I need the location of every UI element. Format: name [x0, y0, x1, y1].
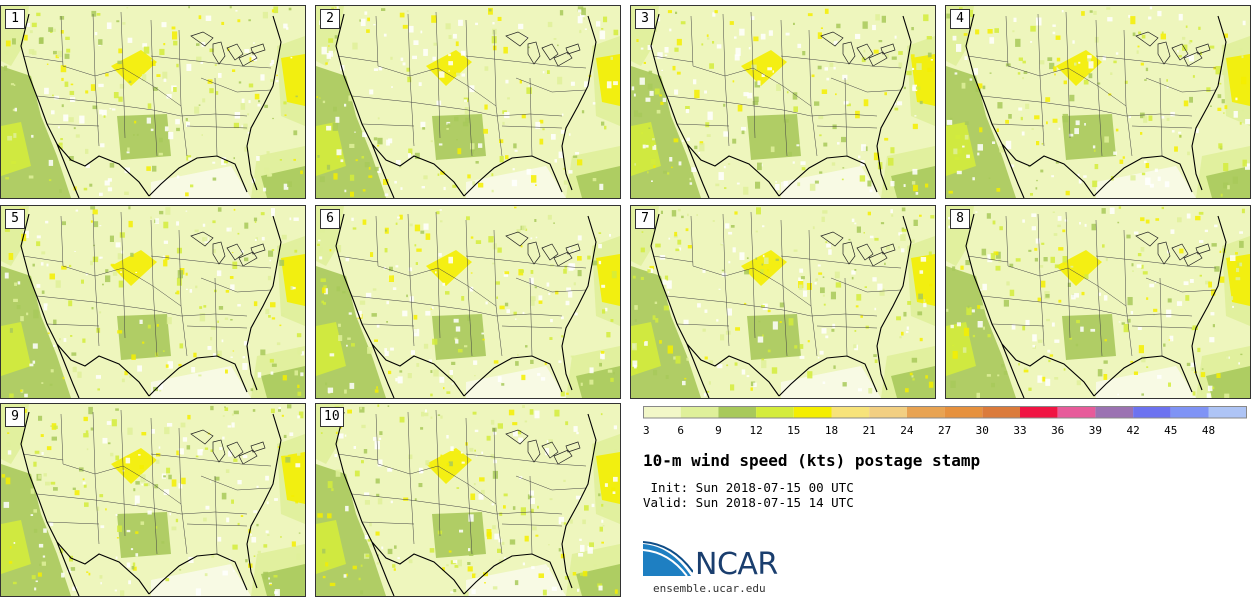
member-number: 1 [5, 9, 25, 29]
colorbar-tick-label: 27 [938, 424, 951, 436]
wind-speed-map [316, 206, 620, 398]
postage-stamp-map[interactable]: 5 [0, 205, 306, 399]
colorbar-tick-label: 21 [863, 424, 876, 436]
member-number: 2 [320, 9, 340, 29]
colorbar-segment [1095, 406, 1134, 418]
ncar-logo[interactable]: NCAR ensemble.ucar.edu [643, 540, 803, 596]
colorbar-segment [756, 406, 794, 418]
wind-speed-map [316, 6, 620, 198]
colorbar-segment [718, 406, 757, 418]
wind-speed-map [631, 6, 935, 198]
postage-stamp-map[interactable]: 8 [945, 205, 1251, 399]
member-number: 3 [635, 9, 655, 29]
colorbar-tick-label: 42 [1126, 424, 1139, 436]
colorbar-tick-label: 6 [677, 424, 684, 436]
colorbar-tick-label: 45 [1164, 424, 1177, 436]
colorbar-tick-label: 36 [1051, 424, 1064, 436]
wind-speed-map [946, 206, 1250, 398]
ncar-swoosh-icon [643, 540, 693, 582]
ncar-wordmark: NCAR [695, 547, 778, 582]
colorbar-tick-label: 30 [976, 424, 989, 436]
colorbar-segment [982, 406, 1020, 418]
member-number: 7 [635, 209, 655, 229]
member-number: 5 [5, 209, 25, 229]
member-number: 6 [320, 209, 340, 229]
colorbar-segment [906, 406, 945, 418]
postage-stamp-map[interactable]: 4 [945, 5, 1251, 199]
wind-speed-map [1, 6, 305, 198]
wind-speed-map [1, 206, 305, 398]
colorbar-segment [831, 406, 870, 418]
colorbar-segment [793, 406, 832, 418]
colorbar-tick-label: 39 [1089, 424, 1102, 436]
colorbar-segment [869, 406, 907, 418]
member-number: 10 [320, 407, 344, 427]
colorbar-tick-label: 33 [1013, 424, 1026, 436]
member-number: 8 [950, 209, 970, 229]
member-number: 4 [950, 9, 970, 29]
colorbar-tick-label: 3 [643, 424, 650, 436]
colorbar-segment [1020, 406, 1058, 418]
wind-speed-map [316, 404, 620, 596]
ensemble-url[interactable]: ensemble.ucar.edu [653, 582, 766, 595]
wind-speed-map [1, 404, 305, 596]
postage-stamp-map[interactable]: 6 [315, 205, 621, 399]
postage-stamp-map[interactable]: 2 [315, 5, 621, 199]
init-time: Init: Sun 2018-07-15 00 UTC [643, 480, 854, 495]
member-number: 9 [5, 407, 25, 427]
wind-speed-map [946, 6, 1250, 198]
colorbar-segment [1133, 406, 1171, 418]
colorbar-segment [1208, 406, 1247, 418]
colorbar-tick-label: 9 [715, 424, 722, 436]
colorbar-tick-label: 48 [1202, 424, 1215, 436]
postage-stamp-map[interactable]: 3 [630, 5, 936, 199]
colorbar-segment [944, 406, 983, 418]
wind-speed-colorbar: 3 6 9 12 15 18 21 24 27 30 33 36 39 42 45 48 [643, 406, 1247, 436]
colorbar-tick-label: 12 [749, 424, 762, 436]
colorbar-segment [1057, 406, 1096, 418]
postage-stamp-map[interactable]: 9 [0, 403, 306, 597]
wind-speed-map [631, 206, 935, 398]
postage-stamp-map[interactable]: 7 [630, 205, 936, 399]
valid-time: Valid: Sun 2018-07-15 14 UTC [643, 495, 854, 510]
colorbar-segment [1170, 406, 1209, 418]
colorbar-tick-label: 15 [787, 424, 800, 436]
plot-title: 10-m wind speed (kts) postage stamp [643, 451, 981, 470]
colorbar-tick-label: 24 [900, 424, 914, 436]
colorbar-segment [680, 406, 719, 418]
colorbar-tick-label: 18 [825, 424, 838, 436]
postage-stamp-map[interactable]: 10 [315, 403, 621, 597]
colorbar-segment [643, 406, 681, 418]
postage-stamp-map[interactable]: 1 [0, 5, 306, 199]
